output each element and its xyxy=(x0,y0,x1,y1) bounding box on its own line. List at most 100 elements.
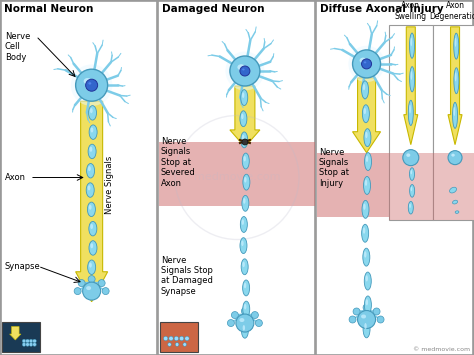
Ellipse shape xyxy=(89,125,97,140)
Ellipse shape xyxy=(241,114,244,119)
Ellipse shape xyxy=(364,176,371,195)
Ellipse shape xyxy=(242,219,244,225)
Circle shape xyxy=(240,66,250,76)
Circle shape xyxy=(228,320,235,327)
Ellipse shape xyxy=(241,259,248,275)
Ellipse shape xyxy=(409,204,411,208)
Text: Nerve
Cell
Body: Nerve Cell Body xyxy=(5,32,30,62)
Circle shape xyxy=(348,46,385,82)
Ellipse shape xyxy=(410,71,412,80)
Circle shape xyxy=(29,343,33,346)
Ellipse shape xyxy=(89,263,92,268)
Ellipse shape xyxy=(365,272,371,290)
Ellipse shape xyxy=(361,315,366,318)
Ellipse shape xyxy=(242,92,245,98)
Ellipse shape xyxy=(241,322,248,338)
Ellipse shape xyxy=(449,187,456,193)
FancyBboxPatch shape xyxy=(160,322,198,352)
Ellipse shape xyxy=(362,224,369,242)
Bar xyxy=(158,0,316,355)
Ellipse shape xyxy=(91,127,93,132)
Ellipse shape xyxy=(365,296,372,314)
Text: Axon
Degeneration: Axon Degeneration xyxy=(429,1,474,21)
Ellipse shape xyxy=(410,67,415,92)
Circle shape xyxy=(33,343,36,346)
Ellipse shape xyxy=(410,168,414,180)
Text: Axon
Swelling: Axon Swelling xyxy=(395,1,427,21)
Circle shape xyxy=(22,343,26,346)
Ellipse shape xyxy=(364,61,366,64)
Polygon shape xyxy=(76,101,108,302)
Bar xyxy=(317,0,474,355)
Circle shape xyxy=(241,307,248,315)
Circle shape xyxy=(98,280,105,286)
Ellipse shape xyxy=(241,132,248,148)
Ellipse shape xyxy=(363,320,370,338)
Ellipse shape xyxy=(240,111,247,127)
Circle shape xyxy=(82,282,100,300)
Text: Normal Neuron: Normal Neuron xyxy=(4,4,93,14)
Ellipse shape xyxy=(243,280,250,296)
FancyArrow shape xyxy=(9,327,21,340)
Ellipse shape xyxy=(242,262,245,267)
Ellipse shape xyxy=(366,156,368,162)
Ellipse shape xyxy=(243,325,245,331)
Circle shape xyxy=(448,151,462,165)
Circle shape xyxy=(353,308,360,315)
Ellipse shape xyxy=(243,301,250,317)
Circle shape xyxy=(86,79,98,91)
Ellipse shape xyxy=(410,185,415,197)
Circle shape xyxy=(362,59,372,69)
Ellipse shape xyxy=(455,38,456,47)
Circle shape xyxy=(363,304,370,311)
Text: © medmovie.com: © medmovie.com xyxy=(413,347,470,352)
Ellipse shape xyxy=(241,240,244,246)
Circle shape xyxy=(102,288,109,295)
Ellipse shape xyxy=(410,33,414,58)
Polygon shape xyxy=(448,27,462,144)
Circle shape xyxy=(78,280,85,286)
Circle shape xyxy=(357,311,375,328)
Polygon shape xyxy=(353,78,381,153)
Ellipse shape xyxy=(365,275,368,282)
Ellipse shape xyxy=(242,153,249,169)
Ellipse shape xyxy=(83,78,91,84)
Polygon shape xyxy=(230,86,260,147)
Ellipse shape xyxy=(453,200,457,204)
Circle shape xyxy=(26,343,29,346)
Text: Nerve
Signals Stop
at Damaged
Synapse: Nerve Signals Stop at Damaged Synapse xyxy=(161,256,213,296)
Ellipse shape xyxy=(243,174,250,190)
Bar xyxy=(389,153,433,220)
Text: Nerve Signals: Nerve Signals xyxy=(105,155,114,214)
Text: Axon: Axon xyxy=(5,173,26,182)
Circle shape xyxy=(251,312,258,318)
Ellipse shape xyxy=(89,204,91,210)
Ellipse shape xyxy=(88,260,96,274)
Circle shape xyxy=(174,336,179,341)
Bar xyxy=(433,153,474,220)
Ellipse shape xyxy=(239,318,245,322)
Circle shape xyxy=(33,339,36,343)
Ellipse shape xyxy=(408,201,413,214)
Circle shape xyxy=(22,339,26,343)
Circle shape xyxy=(175,343,179,346)
Ellipse shape xyxy=(409,105,411,114)
Ellipse shape xyxy=(90,224,93,229)
Circle shape xyxy=(74,288,81,295)
Ellipse shape xyxy=(88,82,91,84)
Polygon shape xyxy=(404,27,418,144)
Circle shape xyxy=(180,336,184,341)
Ellipse shape xyxy=(244,304,246,310)
Ellipse shape xyxy=(364,129,371,147)
Ellipse shape xyxy=(88,144,96,159)
Ellipse shape xyxy=(240,238,247,253)
Ellipse shape xyxy=(365,132,368,138)
Ellipse shape xyxy=(365,180,367,186)
Circle shape xyxy=(403,150,419,166)
FancyBboxPatch shape xyxy=(2,322,40,352)
Circle shape xyxy=(236,314,254,332)
Ellipse shape xyxy=(88,185,91,190)
Ellipse shape xyxy=(244,177,246,182)
Circle shape xyxy=(226,51,264,91)
Ellipse shape xyxy=(240,217,247,233)
